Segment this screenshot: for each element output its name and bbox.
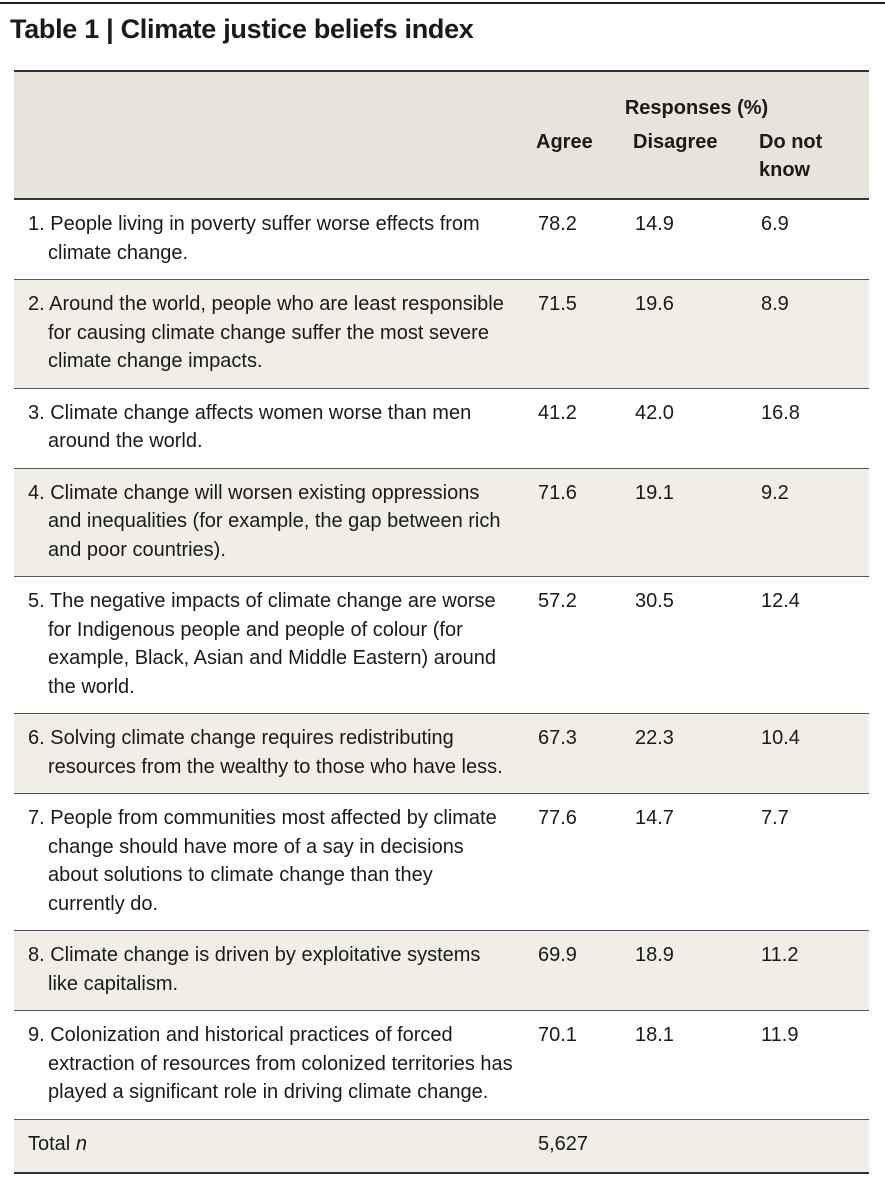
statement-text: 1. People living in poverty suffer worse…: [28, 213, 480, 264]
disagree-value: 14.7: [629, 793, 755, 931]
statement-text: 5. The negative impacts of climate chang…: [28, 590, 497, 698]
table-row: 3. Climate change affects women worse th…: [14, 388, 870, 469]
statement-text: 8. Climate change is driven by exploitat…: [28, 944, 481, 995]
disagree-value: 42.0: [629, 388, 755, 469]
statement-text: 7. People from communities most affected…: [28, 807, 497, 915]
agree-value: 71.5: [524, 279, 629, 389]
agree-value: 67.3: [524, 713, 629, 794]
disagree-value: 30.5: [629, 576, 755, 714]
statement-text: 3. Climate change affects women worse th…: [28, 401, 472, 453]
table-row: 7. People from communities most affected…: [14, 793, 870, 931]
responses-group-header: Responses (%): [524, 70, 870, 126]
column-header-do-not-know: Do not know: [755, 126, 870, 200]
column-header-agree: Agree: [524, 126, 629, 200]
statement-cell: 7. People from communities most affected…: [14, 793, 524, 931]
disagree-value: 22.3: [629, 713, 755, 794]
column-header-disagree: Disagree: [629, 126, 755, 200]
header-row-group: Responses (%): [14, 70, 870, 126]
header-statement-cell: [14, 126, 524, 200]
statement-cell: 5. The negative impacts of climate chang…: [14, 576, 524, 714]
statement-cell: 6. Solving climate change requires redis…: [14, 713, 524, 794]
total-n-label: n: [75, 1132, 87, 1155]
dont-know-value: 12.4: [755, 576, 870, 714]
table-title: Table 1 | Climate justice beliefs index: [10, 14, 474, 44]
statement-text: 2. Around the world, people who are leas…: [28, 293, 504, 372]
statement-text: 4. Climate change will worsen existing o…: [28, 481, 501, 561]
statement-cell: 8. Climate change is driven by exploitat…: [14, 930, 524, 1011]
agree-value: 78.2: [524, 199, 629, 280]
total-label-cell: Total n: [14, 1119, 524, 1174]
statement-cell: 4. Climate change will worsen existing o…: [14, 468, 524, 577]
statement-cell: 9. Colonization and historical practices…: [14, 1010, 524, 1120]
table-row: 1. People living in poverty suffer worse…: [14, 199, 870, 280]
agree-value: 71.6: [524, 468, 629, 577]
statement-text: 6. Solving climate change requires redis…: [28, 727, 503, 778]
statement-text: 9. Colonization and historical practices…: [28, 1024, 513, 1103]
total-label: Total: [28, 1132, 71, 1155]
agree-value: 70.1: [524, 1010, 629, 1120]
dont-know-value: 9.2: [755, 468, 870, 577]
statement-cell: 1. People living in poverty suffer worse…: [14, 199, 524, 280]
table-row: 8. Climate change is driven by exploitat…: [14, 930, 870, 1011]
disagree-value: 19.6: [629, 279, 755, 389]
table-row: 2. Around the world, people who are leas…: [14, 279, 870, 389]
disagree-value: 18.9: [629, 930, 755, 1011]
table-row: 5. The negative impacts of climate chang…: [14, 576, 870, 714]
total-row: Total n 5,627: [14, 1119, 870, 1174]
total-value: 5,627: [524, 1119, 870, 1174]
column-header-dk-line1: Do not: [759, 131, 823, 153]
header-empty-cell: [14, 70, 524, 126]
dont-know-value: 8.9: [755, 279, 870, 389]
dont-know-value: 10.4: [755, 713, 870, 794]
disagree-value: 18.1: [629, 1010, 755, 1120]
agree-value: 41.2: [524, 388, 629, 469]
table-row: 6. Solving climate change requires redis…: [14, 713, 870, 794]
table-container: Responses (%) Agree Disagree Do not know…: [14, 70, 870, 1174]
statement-cell: 2. Around the world, people who are leas…: [14, 279, 524, 389]
disagree-value: 14.9: [629, 199, 755, 280]
disagree-value: 19.1: [629, 468, 755, 577]
dont-know-value: 11.9: [755, 1010, 870, 1120]
table-row: 4. Climate change will worsen existing o…: [14, 468, 870, 577]
beliefs-table: Responses (%) Agree Disagree Do not know…: [14, 70, 870, 1174]
statement-cell: 3. Climate change affects women worse th…: [14, 388, 524, 469]
top-rule: [0, 2, 885, 4]
table-row: 9. Colonization and historical practices…: [14, 1010, 870, 1120]
column-header-dk-line2: know: [759, 159, 811, 181]
dont-know-value: 11.2: [755, 930, 870, 1011]
dont-know-value: 7.7: [755, 793, 870, 931]
dont-know-value: 16.8: [755, 388, 870, 469]
agree-value: 57.2: [524, 576, 629, 714]
dont-know-value: 6.9: [755, 199, 870, 280]
agree-value: 69.9: [524, 930, 629, 1011]
agree-value: 77.6: [524, 793, 629, 931]
header-row-columns: Agree Disagree Do not know: [14, 126, 870, 200]
